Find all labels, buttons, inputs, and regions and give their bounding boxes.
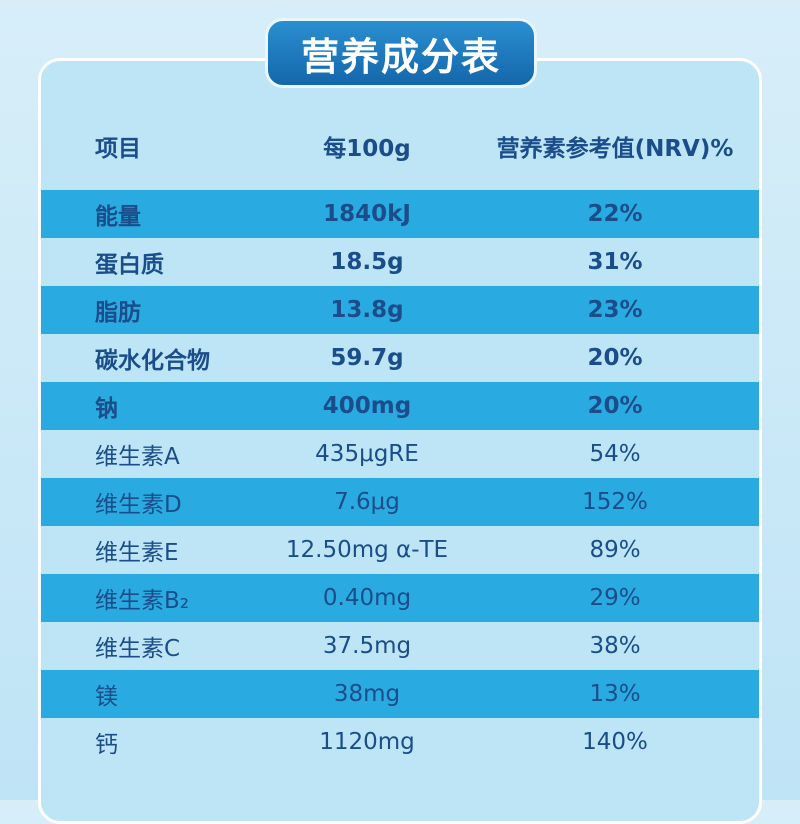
table-row: 能量 1840kJ 22% xyxy=(41,190,759,238)
cell: 维生素E xyxy=(95,540,179,566)
cell: 38mg xyxy=(333,681,401,707)
cell: 1840kJ xyxy=(323,201,411,227)
cell: 营养素参考值(NRV)% xyxy=(496,136,734,162)
table-row: 脂肪 13.8g 23% xyxy=(41,286,759,334)
cell: 23% xyxy=(587,297,643,323)
cell: 7.6μg xyxy=(334,489,400,515)
cell: 维生素B₂ xyxy=(95,588,189,614)
cell: 1120mg xyxy=(319,729,415,755)
table-row: 维生素D 7.6μg 152% xyxy=(41,478,759,526)
cell: 维生素A xyxy=(95,444,180,470)
cell: 29% xyxy=(589,585,641,611)
table-row: 镁 38mg 13% xyxy=(41,670,759,718)
cell: 维生素C xyxy=(95,636,181,662)
table-row: 维生素A 435μgRE 54% xyxy=(41,430,759,478)
cell: 89% xyxy=(589,537,641,563)
cell: 54% xyxy=(589,441,641,467)
table-row: 维生素C 37.5mg 38% xyxy=(41,622,759,670)
cell: 13.8g xyxy=(330,297,404,323)
cell: 维生素D xyxy=(95,492,182,518)
cell: 12.50mg α-TE xyxy=(285,537,449,563)
cell: 碳水化合物 xyxy=(95,348,210,374)
cell: 22% xyxy=(587,201,643,227)
table-row: 蛋白质 18.5g 31% xyxy=(41,238,759,286)
title: 营养成分表 xyxy=(265,18,537,88)
cell: 38% xyxy=(589,633,641,659)
cell: 镁 xyxy=(95,684,118,710)
cell: 钠 xyxy=(95,396,118,422)
cell: 脂肪 xyxy=(95,300,141,326)
cell: 20% xyxy=(587,345,643,371)
table-row: 碳水化合物 59.7g 20% xyxy=(41,334,759,382)
table-row: 维生素E 12.50mg α-TE 89% xyxy=(41,526,759,574)
cell: 20% xyxy=(587,393,643,419)
cell: 18.5g xyxy=(330,249,404,275)
cell: 0.40mg xyxy=(322,585,412,611)
cell: 59.7g xyxy=(330,345,404,371)
cell: 蛋白质 xyxy=(95,252,164,278)
cell: 400mg xyxy=(322,393,412,419)
cell: 每100g xyxy=(323,136,411,162)
cell: 152% xyxy=(582,489,648,515)
header-row: 项目 每100g 营养素参考值(NRV)% xyxy=(41,116,759,176)
table-row: 钠 400mg 20% xyxy=(41,382,759,430)
cell: 31% xyxy=(587,249,643,275)
cell: 37.5mg xyxy=(322,633,412,659)
cell: 项目 xyxy=(95,136,141,162)
table-panel: 项目 每100g 营养素参考值(NRV)% 能量 1840kJ 22% 蛋白质 18.5g 31… xyxy=(38,58,762,824)
cell: 钙 xyxy=(95,732,118,758)
cell: 13% xyxy=(589,681,641,707)
cell: 能量 xyxy=(95,204,141,230)
table-row: 维生素B₂ 0.40mg 29% xyxy=(41,574,759,622)
cell: 435μgRE xyxy=(315,441,419,467)
cell: 140% xyxy=(582,729,648,755)
table-row: 钙 1120mg 140% xyxy=(41,718,759,766)
